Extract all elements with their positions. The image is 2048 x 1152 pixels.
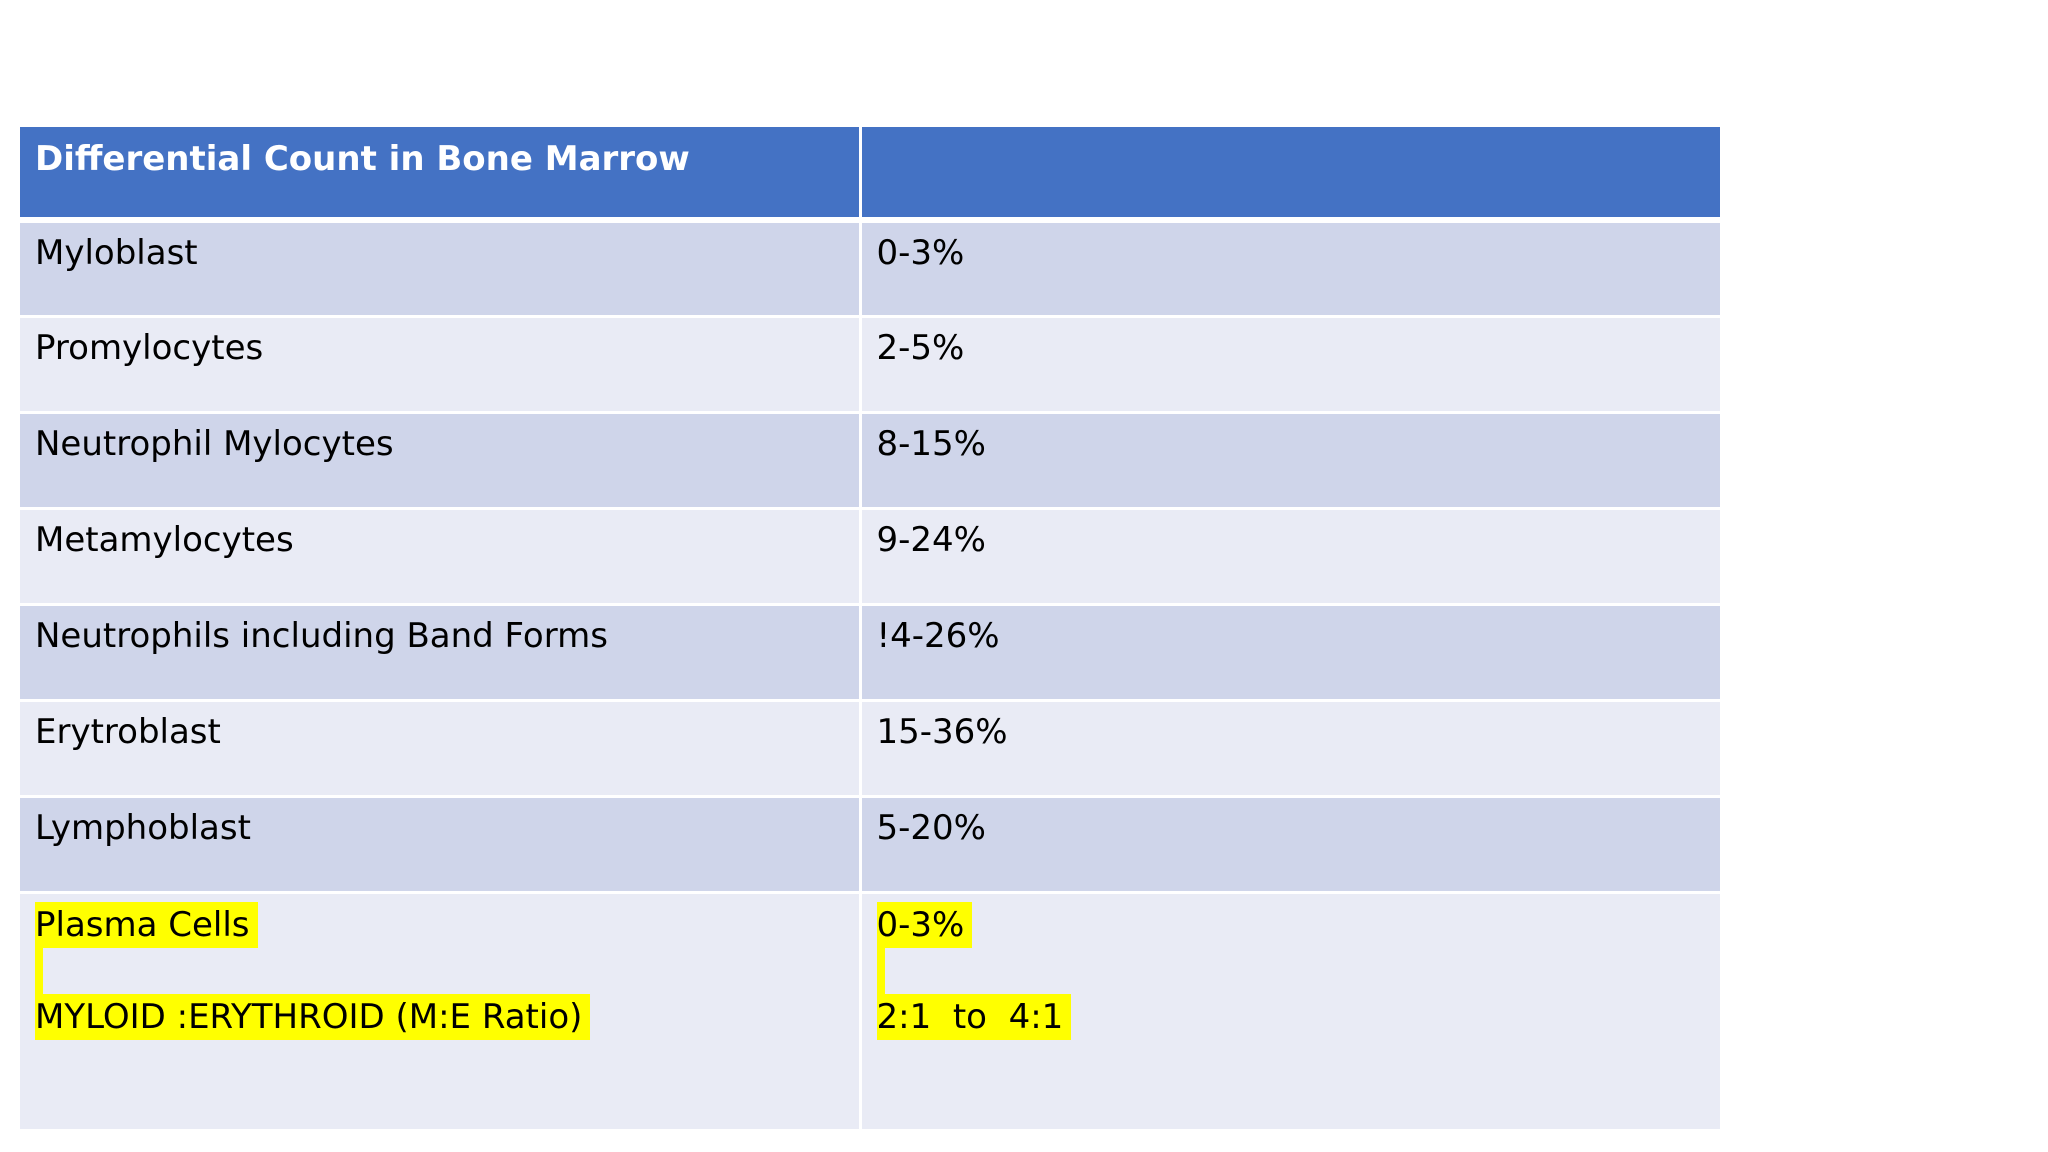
table-row: Neutrophils including Band Forms !4-26% bbox=[20, 604, 1720, 702]
me-ratio-value: 2:1 to 4:1 bbox=[876, 993, 1072, 1040]
table-row: Myloblast 0-3% bbox=[20, 220, 1720, 318]
table-header-value bbox=[860, 127, 1720, 223]
table-row: Erytroblast 15-36% bbox=[20, 700, 1720, 798]
cell-type: Promylocytes bbox=[20, 316, 862, 414]
cell-type: Neutrophils including Band Forms bbox=[20, 604, 862, 702]
cell-value: 5-20% bbox=[860, 796, 1720, 894]
cell-value: 0-3% bbox=[860, 220, 1720, 318]
cell-value: !4-26% bbox=[860, 604, 1720, 702]
cell-type: Neutrophil Mylocytes bbox=[20, 412, 862, 510]
plasma-cells-label: Plasma Cells bbox=[35, 901, 258, 948]
table-header-row: Differential Count in Bone Marrow bbox=[20, 127, 1720, 223]
cell-value: 2-5% bbox=[860, 316, 1720, 414]
table-row: Neutrophil Mylocytes 8-15% bbox=[20, 412, 1720, 510]
cell-value: 15-36% bbox=[860, 700, 1720, 798]
highlight-gap bbox=[876, 947, 885, 994]
table-row: Metamylocytes 9-24% bbox=[20, 508, 1720, 606]
highlighted-cell-values: 0-3% 2:1 to 4:1 bbox=[860, 892, 1720, 1129]
table-row-highlighted: Plasma Cells MYLOID :ERYTHROID (M:E Rati… bbox=[20, 892, 1720, 1129]
cell-value: 8-15% bbox=[860, 412, 1720, 510]
differential-count-table: Differential Count in Bone Marrow Mylobl… bbox=[20, 127, 1720, 1129]
cell-type: Myloblast bbox=[20, 220, 862, 318]
differential-count-table-container: Differential Count in Bone Marrow Mylobl… bbox=[20, 127, 1720, 1129]
cell-type: Metamylocytes bbox=[20, 508, 862, 606]
table-header-title: Differential Count in Bone Marrow bbox=[20, 127, 862, 223]
cell-type: Erytroblast bbox=[20, 700, 862, 798]
table-row: Promylocytes 2-5% bbox=[20, 316, 1720, 414]
table-row: Lymphoblast 5-20% bbox=[20, 796, 1720, 894]
highlight-gap bbox=[35, 947, 43, 994]
cell-type: Lymphoblast bbox=[20, 796, 862, 894]
me-ratio-label: MYLOID :ERYTHROID (M:E Ratio) bbox=[35, 993, 591, 1040]
cell-value: 9-24% bbox=[860, 508, 1720, 606]
plasma-cells-value: 0-3% bbox=[876, 901, 973, 948]
highlighted-cell-types: Plasma Cells MYLOID :ERYTHROID (M:E Rati… bbox=[20, 892, 862, 1129]
